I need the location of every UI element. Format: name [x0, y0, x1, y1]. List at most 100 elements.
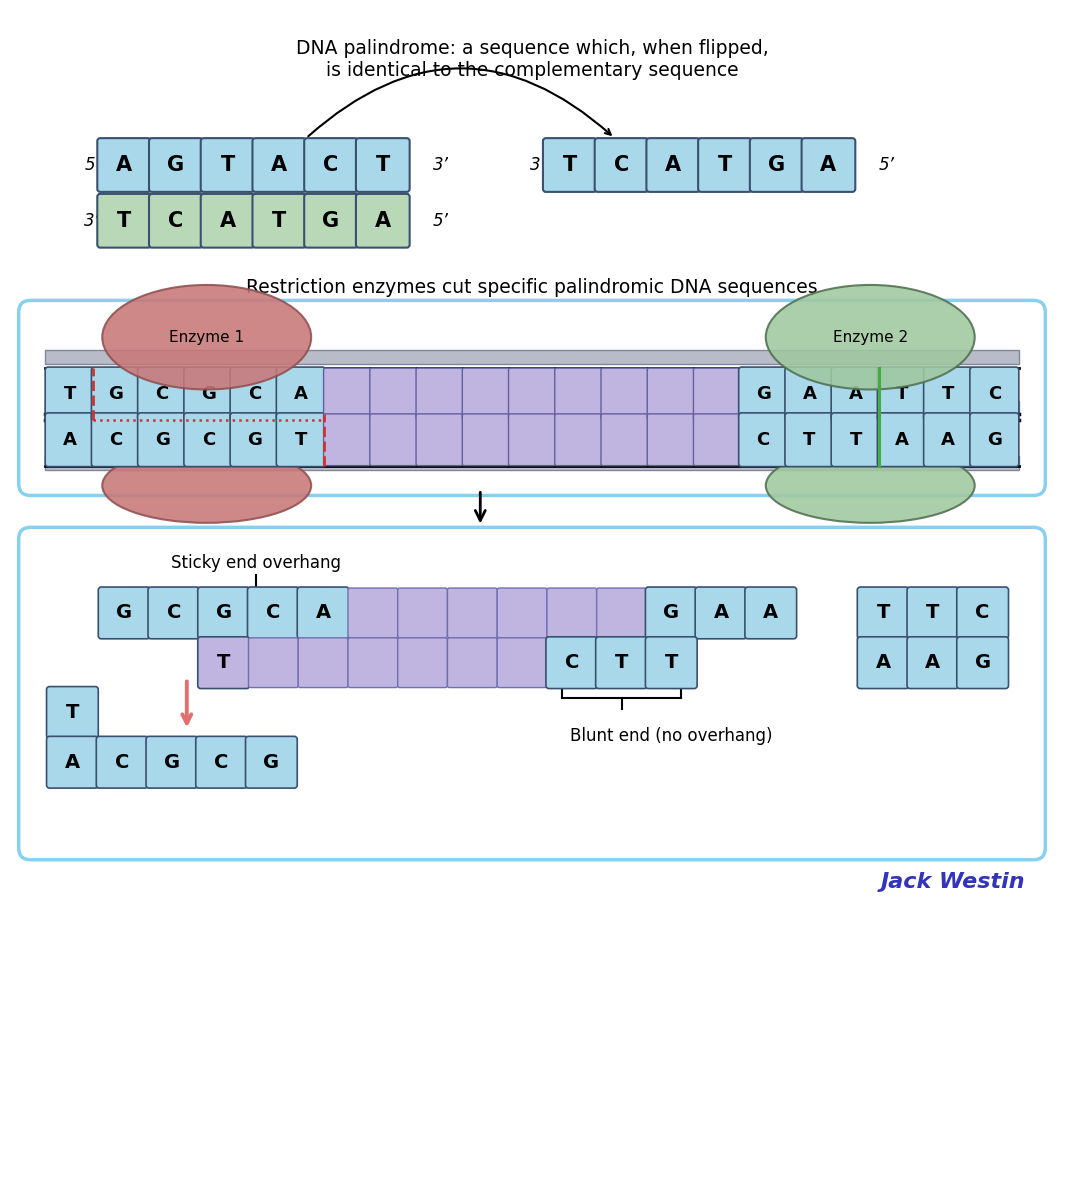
FancyBboxPatch shape	[19, 528, 1046, 860]
Text: C: C	[201, 431, 215, 449]
Text: C: C	[976, 604, 989, 623]
Text: T: T	[941, 385, 954, 403]
FancyBboxPatch shape	[148, 587, 200, 638]
FancyBboxPatch shape	[196, 736, 247, 788]
Text: T: T	[615, 653, 628, 672]
Text: G: G	[974, 653, 990, 672]
FancyBboxPatch shape	[648, 368, 694, 419]
Text: T: T	[665, 653, 678, 672]
Text: A: A	[116, 155, 132, 175]
FancyBboxPatch shape	[45, 367, 94, 420]
Text: G: G	[116, 604, 132, 623]
Text: G: G	[154, 431, 169, 449]
Text: T: T	[376, 155, 390, 175]
FancyBboxPatch shape	[198, 587, 249, 638]
Text: A: A	[63, 431, 77, 449]
Text: Enzyme 2: Enzyme 2	[833, 330, 907, 344]
FancyBboxPatch shape	[247, 587, 299, 638]
FancyBboxPatch shape	[370, 413, 416, 466]
FancyBboxPatch shape	[923, 367, 972, 420]
FancyBboxPatch shape	[547, 588, 596, 638]
Text: A: A	[764, 604, 779, 623]
Text: A: A	[666, 155, 682, 175]
Text: T: T	[850, 431, 862, 449]
Text: T: T	[876, 604, 890, 623]
FancyBboxPatch shape	[416, 368, 463, 419]
Text: G: G	[263, 753, 279, 772]
FancyBboxPatch shape	[546, 637, 597, 688]
FancyBboxPatch shape	[97, 138, 151, 192]
FancyBboxPatch shape	[96, 736, 148, 788]
Text: Blunt end (no overhang): Blunt end (no overhang)	[570, 728, 772, 746]
FancyBboxPatch shape	[956, 637, 1009, 688]
Text: A: A	[65, 753, 80, 772]
FancyBboxPatch shape	[956, 587, 1009, 638]
FancyBboxPatch shape	[19, 300, 1046, 495]
FancyBboxPatch shape	[970, 367, 1019, 420]
Text: A: A	[875, 653, 890, 672]
FancyBboxPatch shape	[246, 736, 297, 788]
Text: T: T	[718, 155, 732, 175]
FancyBboxPatch shape	[47, 686, 98, 738]
FancyBboxPatch shape	[907, 587, 958, 638]
FancyBboxPatch shape	[356, 138, 410, 192]
Text: G: G	[987, 431, 1002, 449]
FancyBboxPatch shape	[744, 587, 797, 638]
Text: A: A	[895, 431, 908, 449]
FancyBboxPatch shape	[699, 138, 752, 192]
Text: A: A	[820, 155, 836, 175]
FancyBboxPatch shape	[305, 138, 358, 192]
Text: Enzyme 1: Enzyme 1	[169, 330, 244, 344]
Text: T: T	[220, 155, 234, 175]
FancyBboxPatch shape	[198, 637, 249, 688]
Text: C: C	[987, 385, 1001, 403]
FancyBboxPatch shape	[97, 194, 151, 248]
FancyBboxPatch shape	[831, 367, 880, 420]
FancyBboxPatch shape	[970, 413, 1019, 467]
FancyBboxPatch shape	[276, 367, 325, 420]
FancyBboxPatch shape	[497, 638, 547, 687]
Text: A: A	[315, 604, 330, 623]
FancyBboxPatch shape	[370, 368, 416, 419]
Bar	[45, 401, 1019, 414]
FancyBboxPatch shape	[878, 367, 927, 420]
FancyBboxPatch shape	[596, 588, 646, 638]
FancyBboxPatch shape	[693, 413, 740, 466]
FancyBboxPatch shape	[601, 368, 648, 419]
Text: 3’: 3’	[432, 156, 448, 174]
Text: A: A	[925, 653, 940, 672]
FancyBboxPatch shape	[878, 413, 927, 467]
FancyBboxPatch shape	[555, 368, 602, 419]
FancyBboxPatch shape	[693, 368, 740, 419]
Ellipse shape	[102, 285, 311, 389]
Text: G: G	[201, 385, 216, 403]
Bar	[45, 456, 1019, 469]
Text: C: C	[756, 431, 770, 449]
Text: C: C	[167, 604, 181, 623]
Text: Jack Westin: Jack Westin	[881, 872, 1026, 892]
FancyBboxPatch shape	[146, 736, 198, 788]
FancyBboxPatch shape	[447, 638, 497, 687]
Text: T: T	[64, 385, 76, 403]
Text: T: T	[273, 211, 286, 231]
Text: A: A	[849, 385, 863, 403]
Ellipse shape	[766, 285, 974, 389]
FancyBboxPatch shape	[543, 138, 596, 192]
FancyBboxPatch shape	[137, 367, 186, 420]
FancyBboxPatch shape	[184, 413, 233, 467]
FancyBboxPatch shape	[397, 638, 447, 687]
FancyBboxPatch shape	[645, 587, 698, 638]
Text: G: G	[323, 211, 340, 231]
FancyBboxPatch shape	[739, 367, 788, 420]
FancyBboxPatch shape	[645, 637, 698, 688]
FancyBboxPatch shape	[137, 413, 186, 467]
Text: A: A	[941, 431, 955, 449]
FancyBboxPatch shape	[785, 413, 834, 467]
FancyBboxPatch shape	[508, 413, 556, 466]
FancyBboxPatch shape	[276, 413, 325, 467]
FancyBboxPatch shape	[92, 413, 141, 467]
FancyBboxPatch shape	[508, 368, 556, 419]
Text: T: T	[117, 211, 131, 231]
Text: C: C	[324, 155, 339, 175]
Text: C: C	[168, 211, 183, 231]
